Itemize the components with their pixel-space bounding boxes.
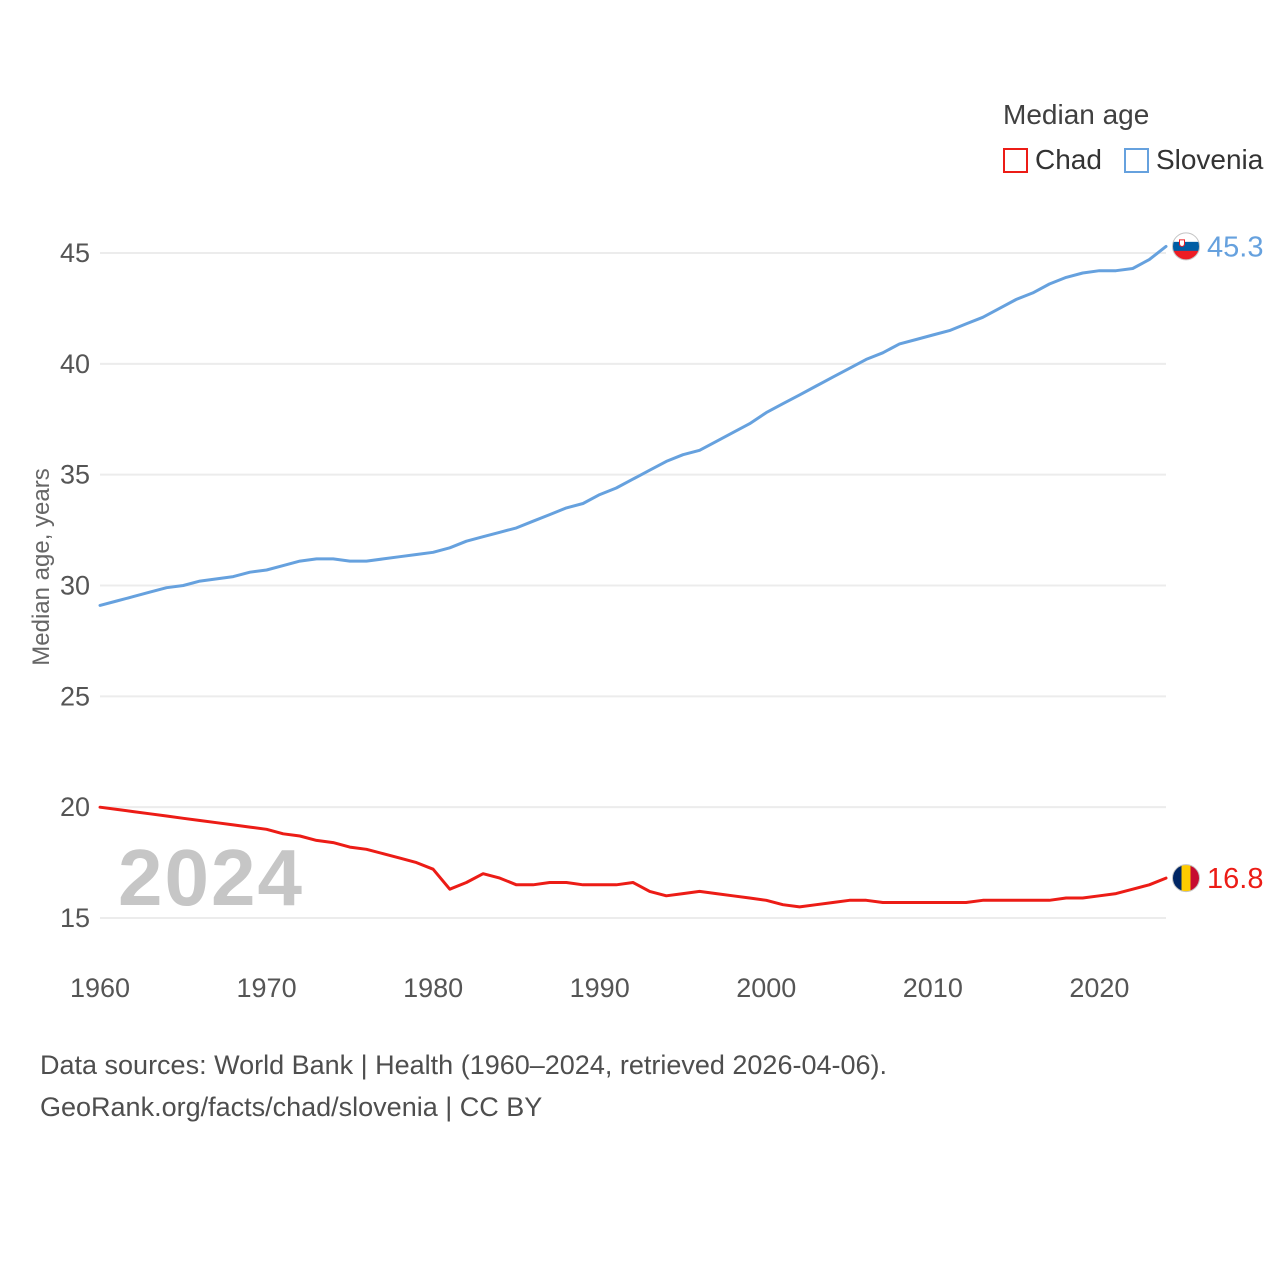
end-value-label: 16.8 — [1207, 863, 1263, 895]
slovenia-flag-border — [1172, 232, 1200, 261]
attribution-line: GeoRank.org/facts/chad/slovenia | CC BY — [40, 1092, 543, 1122]
y-tick-label: 15 — [60, 903, 90, 933]
slovenia-flag-icon — [1172, 232, 1200, 260]
end-value-label: 45.3 — [1207, 231, 1263, 263]
y-tick-label: 20 — [60, 792, 90, 822]
chad-flag-border — [1172, 864, 1200, 893]
y-tick-label: 35 — [60, 460, 90, 490]
y-tick-label: 30 — [60, 571, 90, 601]
slovenia-swatch-icon — [1123, 147, 1149, 173]
legend-title: Median age — [1003, 99, 1150, 130]
x-tick-label: 2020 — [1069, 973, 1129, 1003]
legend-item-label: Chad — [1035, 144, 1102, 175]
legend: Median age Chad Slovenia — [1003, 99, 1263, 176]
x-tick-label: 1970 — [237, 973, 297, 1003]
legend-item-label: Slovenia — [1155, 144, 1264, 175]
footer: Data sources: World Bank | Health (1960–… — [40, 1044, 887, 1128]
x-tick-label: 1980 — [403, 973, 463, 1003]
x-tick-label: 2000 — [736, 973, 796, 1003]
legend-items: Chad Slovenia — [1003, 144, 1263, 176]
slovenia-line — [98, 244, 1168, 607]
chad-line — [98, 805, 1168, 909]
legend-item-chad[interactable]: Chad — [1003, 144, 1102, 176]
chad-flag-icon — [1172, 864, 1200, 892]
watermark-year: 2024 — [118, 833, 304, 922]
y-axis-title: Median age, years — [28, 468, 55, 666]
y-tick-label: 40 — [60, 349, 90, 379]
x-tick-label: 1990 — [570, 973, 630, 1003]
legend-item-slovenia[interactable]: Slovenia — [1123, 144, 1264, 176]
y-tick-label: 25 — [60, 681, 90, 711]
x-tick-label: 1960 — [70, 973, 130, 1003]
data-sources-line: Data sources: World Bank | Health (1960–… — [40, 1050, 887, 1080]
y-tick-label: 45 — [60, 238, 90, 268]
x-tick-label: 2010 — [903, 973, 963, 1003]
chad-swatch-icon — [1003, 147, 1028, 173]
